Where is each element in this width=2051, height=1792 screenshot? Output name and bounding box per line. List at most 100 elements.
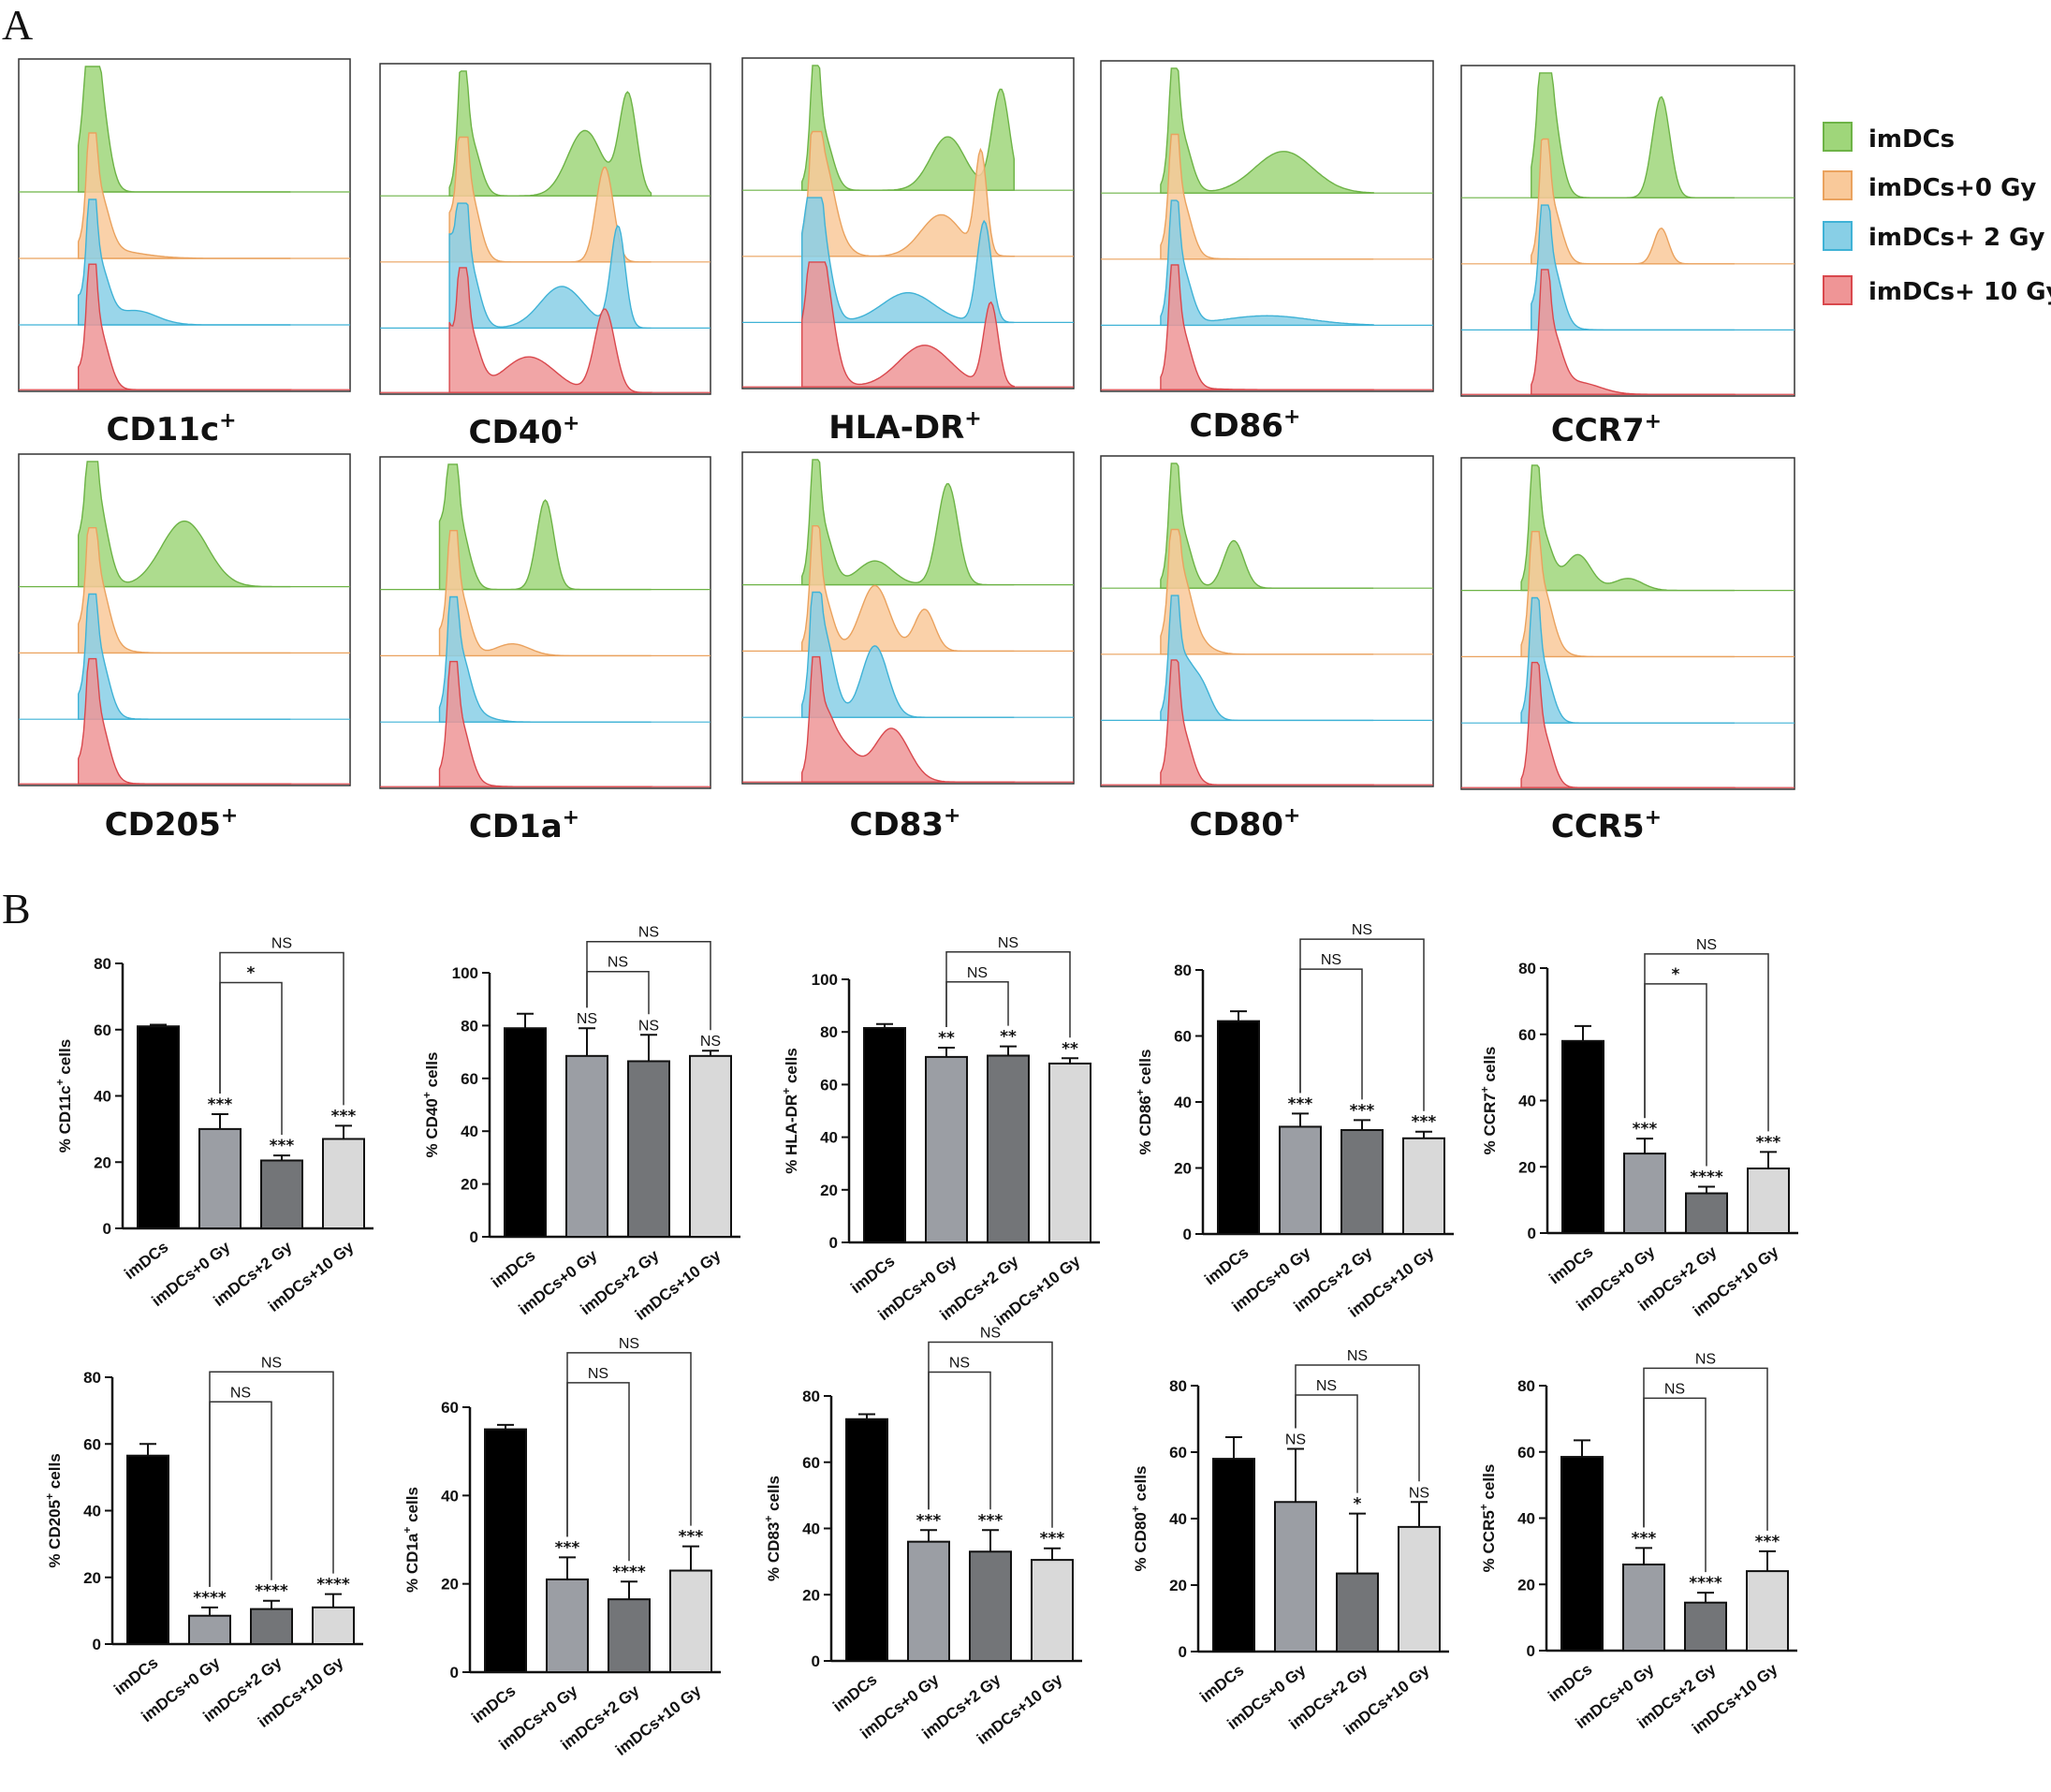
y-tick-label: 20 (1518, 1158, 1536, 1176)
comparison-label: * (247, 963, 256, 982)
significance-label: NS (638, 1018, 659, 1034)
y-tick-label: 0 (829, 1234, 838, 1252)
category-label: imDCs (488, 1246, 538, 1291)
histogram-frame (1460, 457, 1795, 790)
comparison-label: NS (619, 1336, 639, 1352)
significance-label: *** (331, 1107, 357, 1125)
y-tick-label: 60 (1169, 1444, 1187, 1462)
y-tick-label: 40 (802, 1520, 820, 1538)
y-tick-label: 40 (1518, 1093, 1536, 1110)
comparison-bracket (945, 951, 1071, 1038)
significance-label: *** (555, 1538, 580, 1557)
histogram-trace (438, 660, 653, 787)
bar (845, 1417, 888, 1662)
comparison-bracket (566, 1382, 630, 1562)
bar (1048, 1062, 1091, 1244)
y-tick-label: 40 (94, 1088, 111, 1106)
significance-label: NS (1285, 1432, 1306, 1447)
y-tick-label: 0 (1527, 1642, 1535, 1660)
bar (1623, 1153, 1666, 1234)
histogram-marker-label: CCR5+ (1551, 806, 1662, 845)
bar (1212, 1458, 1255, 1652)
category-label: imDCs (847, 1252, 898, 1297)
significance-label: **** (193, 1589, 227, 1608)
significance-label: *** (1633, 1120, 1658, 1138)
comparison-label: NS (1695, 1351, 1716, 1367)
y-tick-label: 80 (94, 955, 111, 973)
y-tick-label: 20 (1517, 1576, 1535, 1594)
histogram-frame (18, 58, 351, 392)
comparison-label: NS (1664, 1381, 1685, 1397)
y-tick-label: 40 (83, 1503, 101, 1520)
bar (137, 1025, 180, 1230)
y-axis-label: % CD40+ cells (420, 1052, 441, 1158)
histogram-marker-label: CD40+ (469, 412, 580, 451)
y-tick-label: 0 (1183, 1226, 1192, 1243)
y-tick-label: 60 (820, 1076, 838, 1094)
y-axis-label: % CD11c+ cells (53, 1039, 74, 1153)
histogram-panel (1460, 65, 1795, 397)
y-tick-label: 40 (461, 1123, 478, 1140)
y-axis-label: % HLA-DR+ cells (780, 1048, 800, 1174)
significance-label: **** (612, 1563, 646, 1581)
y-tick-label: 0 (470, 1228, 478, 1246)
comparison-label: NS (1347, 1348, 1368, 1364)
bar (484, 1428, 527, 1674)
y-axis-label: % CCR7+ cells (1478, 1047, 1499, 1155)
bar (198, 1127, 242, 1229)
category-label: imDCs (110, 1653, 161, 1698)
legend-label-10gy: imDCs+ 10 Gy (1868, 278, 2051, 306)
y-tick-label: 20 (441, 1576, 459, 1594)
histogram-trace (77, 461, 291, 588)
histogram-panel (18, 58, 351, 392)
y-tick-label: 0 (812, 1652, 820, 1670)
y-axis-label: % CD80+ cells (1129, 1466, 1150, 1572)
y-tick-label: 40 (820, 1129, 838, 1147)
comparison-bracket (928, 1341, 1053, 1528)
histogram-trace (438, 463, 652, 591)
bar (1336, 1572, 1379, 1652)
comparison-label: NS (967, 965, 988, 981)
y-tick-label: 20 (461, 1176, 478, 1194)
histogram-frame (741, 57, 1075, 389)
histogram-marker-label: CCR7+ (1551, 410, 1662, 449)
comparison-label: NS (588, 1366, 608, 1382)
bar (126, 1454, 169, 1645)
histogram-frame (18, 453, 351, 786)
y-axis-label: % CD86+ cells (1134, 1050, 1154, 1155)
histogram-trace (800, 459, 1015, 586)
comparison-bracket (209, 1401, 272, 1587)
y-tick-label: 0 (1179, 1643, 1187, 1661)
bar (188, 1614, 231, 1645)
histogram-trace (77, 657, 292, 785)
legend-swatch-imdcs (1823, 122, 1853, 152)
y-tick-label: 80 (820, 1023, 838, 1041)
y-tick-label: 60 (83, 1435, 101, 1453)
y-tick-label: 20 (802, 1586, 820, 1604)
bar (250, 1608, 293, 1645)
significance-label: NS (1409, 1485, 1429, 1501)
significance-label: *** (1412, 1113, 1437, 1132)
significance-label: NS (700, 1034, 721, 1050)
y-tick-label: 0 (450, 1664, 459, 1682)
y-tick-label: 60 (461, 1070, 478, 1088)
comparison-label: NS (608, 955, 628, 971)
bar (1684, 1601, 1727, 1652)
legend-swatch-0gy (1823, 170, 1853, 200)
significance-label: *** (1350, 1101, 1375, 1120)
comparison-bracket (928, 1371, 991, 1510)
histogram-frame (1100, 455, 1434, 787)
bar (863, 1026, 906, 1243)
bar (987, 1054, 1030, 1243)
y-tick-label: 60 (1518, 1026, 1536, 1044)
y-tick-label: 60 (94, 1021, 111, 1039)
significance-label: *** (978, 1511, 1004, 1530)
comparison-bracket (586, 970, 650, 1015)
